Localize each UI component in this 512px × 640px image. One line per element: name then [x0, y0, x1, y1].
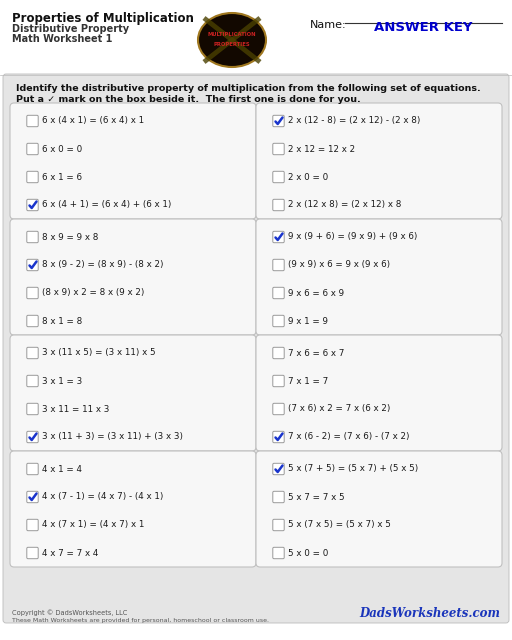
FancyBboxPatch shape	[273, 287, 284, 299]
FancyBboxPatch shape	[273, 547, 284, 559]
Text: (8 x 9) x 2 = 8 x (9 x 2): (8 x 9) x 2 = 8 x (9 x 2)	[42, 289, 144, 298]
Text: 9 x 6 = 6 x 9: 9 x 6 = 6 x 9	[288, 289, 344, 298]
Text: Put a ✓ mark on the box beside it.  The first one is done for you.: Put a ✓ mark on the box beside it. The f…	[16, 95, 361, 104]
FancyBboxPatch shape	[273, 199, 284, 211]
FancyBboxPatch shape	[256, 451, 502, 567]
Ellipse shape	[198, 13, 266, 67]
Text: MULTIPLICATION: MULTIPLICATION	[208, 33, 257, 38]
Text: 8 x (9 - 2) = (8 x 9) - (8 x 2): 8 x (9 - 2) = (8 x 9) - (8 x 2)	[42, 260, 163, 269]
Text: 3 x (11 x 5) = (3 x 11) x 5: 3 x (11 x 5) = (3 x 11) x 5	[42, 349, 156, 358]
Text: 4 x 1 = 4: 4 x 1 = 4	[42, 465, 82, 474]
FancyBboxPatch shape	[256, 219, 502, 335]
FancyBboxPatch shape	[27, 403, 38, 415]
Text: Identify the distributive property of multiplication from the following set of e: Identify the distributive property of mu…	[16, 84, 481, 93]
Text: (9 x 9) x 6 = 9 x (9 x 6): (9 x 9) x 6 = 9 x (9 x 6)	[288, 260, 390, 269]
FancyBboxPatch shape	[27, 348, 38, 358]
Text: 9 x (9 + 6) = (9 x 9) + (9 x 6): 9 x (9 + 6) = (9 x 9) + (9 x 6)	[288, 232, 417, 241]
FancyBboxPatch shape	[27, 287, 38, 299]
FancyBboxPatch shape	[273, 375, 284, 387]
Text: 4 x 7 = 7 x 4: 4 x 7 = 7 x 4	[42, 548, 98, 557]
Text: Distributive Property: Distributive Property	[12, 24, 129, 34]
Text: DadsWorksheets.com: DadsWorksheets.com	[359, 607, 500, 620]
FancyBboxPatch shape	[273, 431, 284, 443]
FancyBboxPatch shape	[0, 0, 512, 75]
Text: 5 x 7 = 7 x 5: 5 x 7 = 7 x 5	[288, 493, 345, 502]
FancyBboxPatch shape	[10, 103, 256, 219]
FancyBboxPatch shape	[273, 115, 284, 127]
Text: 6 x 0 = 0: 6 x 0 = 0	[42, 145, 82, 154]
FancyBboxPatch shape	[273, 348, 284, 358]
FancyBboxPatch shape	[273, 231, 284, 243]
Text: These Math Worksheets are provided for personal, homeschool or classroom use.: These Math Worksheets are provided for p…	[12, 618, 269, 623]
FancyBboxPatch shape	[10, 335, 256, 451]
FancyBboxPatch shape	[27, 259, 38, 271]
Text: 7 x 1 = 7: 7 x 1 = 7	[288, 376, 328, 385]
Text: 6 x (4 + 1) = (6 x 4) + (6 x 1): 6 x (4 + 1) = (6 x 4) + (6 x 1)	[42, 200, 172, 209]
FancyBboxPatch shape	[256, 335, 502, 451]
FancyBboxPatch shape	[27, 143, 38, 155]
FancyBboxPatch shape	[273, 143, 284, 155]
Text: Copyright © DadsWorksheets, LLC: Copyright © DadsWorksheets, LLC	[12, 609, 127, 616]
Text: 7 x 6 = 6 x 7: 7 x 6 = 6 x 7	[288, 349, 345, 358]
Text: 4 x (7 - 1) = (4 x 7) - (4 x 1): 4 x (7 - 1) = (4 x 7) - (4 x 1)	[42, 493, 163, 502]
Text: 8 x 9 = 9 x 8: 8 x 9 = 9 x 8	[42, 232, 98, 241]
Text: 5 x 0 = 0: 5 x 0 = 0	[288, 548, 328, 557]
FancyBboxPatch shape	[10, 451, 256, 567]
FancyBboxPatch shape	[27, 199, 38, 211]
Text: 4 x (7 x 1) = (4 x 7) x 1: 4 x (7 x 1) = (4 x 7) x 1	[42, 520, 144, 529]
Text: ANSWER KEY: ANSWER KEY	[374, 21, 473, 34]
FancyBboxPatch shape	[27, 547, 38, 559]
FancyBboxPatch shape	[256, 103, 502, 219]
Text: 2 x (12 - 8) = (2 x 12) - (2 x 8): 2 x (12 - 8) = (2 x 12) - (2 x 8)	[288, 116, 420, 125]
Text: 9 x 1 = 9: 9 x 1 = 9	[288, 317, 328, 326]
Text: PROPERTIES: PROPERTIES	[214, 42, 250, 47]
FancyBboxPatch shape	[273, 463, 284, 475]
FancyBboxPatch shape	[273, 259, 284, 271]
FancyBboxPatch shape	[27, 519, 38, 531]
FancyBboxPatch shape	[27, 172, 38, 182]
FancyBboxPatch shape	[27, 231, 38, 243]
FancyBboxPatch shape	[27, 115, 38, 127]
Text: 7 x (6 - 2) = (7 x 6) - (7 x 2): 7 x (6 - 2) = (7 x 6) - (7 x 2)	[288, 433, 410, 442]
FancyBboxPatch shape	[27, 316, 38, 326]
Text: 8 x 1 = 8: 8 x 1 = 8	[42, 317, 82, 326]
Text: 6 x (4 x 1) = (6 x 4) x 1: 6 x (4 x 1) = (6 x 4) x 1	[42, 116, 144, 125]
FancyBboxPatch shape	[273, 403, 284, 415]
FancyBboxPatch shape	[273, 519, 284, 531]
FancyBboxPatch shape	[27, 492, 38, 502]
Text: (7 x 6) x 2 = 7 x (6 x 2): (7 x 6) x 2 = 7 x (6 x 2)	[288, 404, 390, 413]
Text: Math Worksheet 1: Math Worksheet 1	[12, 34, 112, 44]
Text: 2 x 0 = 0: 2 x 0 = 0	[288, 173, 328, 182]
FancyBboxPatch shape	[27, 463, 38, 475]
FancyBboxPatch shape	[3, 74, 509, 623]
Text: 3 x 11 = 11 x 3: 3 x 11 = 11 x 3	[42, 404, 110, 413]
Text: Properties of Multiplication: Properties of Multiplication	[12, 12, 194, 25]
Text: 6 x 1 = 6: 6 x 1 = 6	[42, 173, 82, 182]
Text: 2 x 12 = 12 x 2: 2 x 12 = 12 x 2	[288, 145, 355, 154]
FancyBboxPatch shape	[273, 316, 284, 326]
Text: 5 x (7 x 5) = (5 x 7) x 5: 5 x (7 x 5) = (5 x 7) x 5	[288, 520, 391, 529]
FancyBboxPatch shape	[27, 431, 38, 443]
Text: 5 x (7 + 5) = (5 x 7) + (5 x 5): 5 x (7 + 5) = (5 x 7) + (5 x 5)	[288, 465, 418, 474]
Text: Name:: Name:	[310, 20, 347, 30]
FancyBboxPatch shape	[27, 375, 38, 387]
Text: 2 x (12 x 8) = (2 x 12) x 8: 2 x (12 x 8) = (2 x 12) x 8	[288, 200, 401, 209]
Text: 3 x 1 = 3: 3 x 1 = 3	[42, 376, 82, 385]
FancyBboxPatch shape	[10, 219, 256, 335]
FancyBboxPatch shape	[273, 492, 284, 502]
Text: 3 x (11 + 3) = (3 x 11) + (3 x 3): 3 x (11 + 3) = (3 x 11) + (3 x 3)	[42, 433, 183, 442]
FancyBboxPatch shape	[273, 172, 284, 182]
